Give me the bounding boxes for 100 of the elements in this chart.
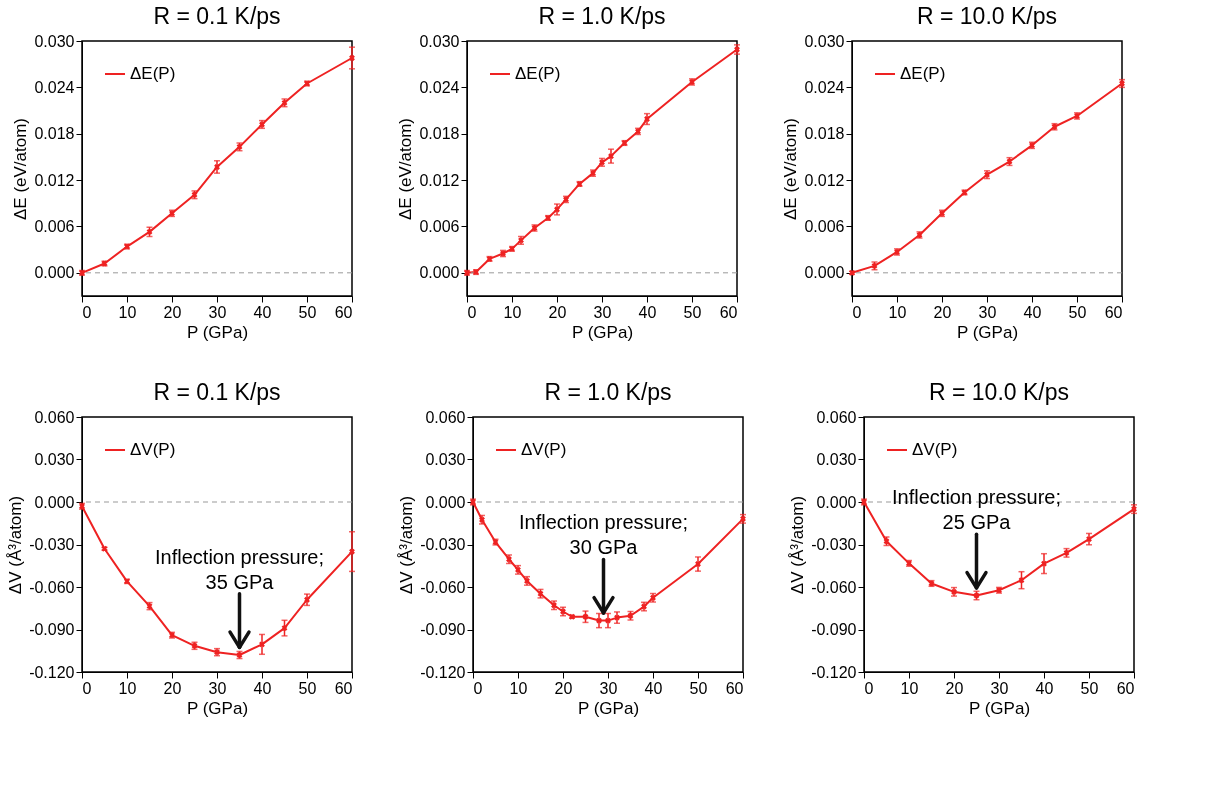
legend-label: ΔV(P) — [521, 440, 567, 459]
legend-label: ΔE(P) — [130, 64, 176, 83]
x-tick-label: 40 — [644, 679, 663, 697]
x-axis-title: P (GPa) — [186, 322, 249, 342]
chart-title: R = 0.1 K/ps — [153, 379, 281, 405]
x-tick-label: 40 — [1023, 303, 1042, 321]
point — [695, 561, 701, 567]
x-tick-label: 10 — [118, 303, 137, 321]
y-tick-label: 0.060 — [34, 408, 75, 426]
chart-title: R = 1.0 K/ps — [538, 3, 666, 29]
y-tick-label: 0.030 — [425, 451, 466, 468]
x-tick-label: 30 — [978, 303, 997, 321]
x-tick-label: 10 — [900, 679, 919, 697]
x-tick-label: 30 — [208, 303, 227, 321]
legend-label: ΔV(P) — [912, 440, 958, 459]
x-tick-label: 0 — [864, 679, 874, 697]
y-tick-label: 0.018 — [419, 125, 460, 143]
x-tick-label: 50 — [683, 303, 702, 321]
y-tick-label: -0.060 — [420, 578, 466, 596]
y-tick-label: 0.030 — [34, 451, 75, 468]
y-tick-label: 0.000 — [816, 493, 857, 511]
x-tick-label: 10 — [509, 679, 528, 697]
y-tick-label: 0.006 — [34, 217, 75, 235]
y-tick-label: 0.018 — [34, 125, 75, 143]
y-tick-label: 0.000 — [419, 264, 460, 282]
x-tick-label: 20 — [548, 303, 567, 321]
y-tick-label: 0.030 — [804, 32, 845, 50]
x-tick-label: 30 — [990, 679, 1009, 697]
y-axis-title: ΔV (Å³/atom) — [6, 495, 26, 595]
x-tick-label: 0 — [82, 303, 92, 321]
x-axis-title: P (GPa) — [571, 322, 634, 342]
y-tick-label: 0.024 — [804, 78, 845, 96]
point — [349, 55, 355, 61]
point — [596, 617, 602, 624]
x-tick-label: 50 — [1068, 303, 1087, 321]
y-tick-label: -0.030 — [420, 536, 466, 553]
legend-label: ΔE(P) — [900, 64, 946, 83]
x-tick-label: 50 — [298, 303, 317, 321]
y-tick-label: -0.060 — [29, 578, 75, 596]
point — [259, 641, 265, 648]
x-tick-label: 30 — [593, 303, 612, 321]
chart-title: R = 0.1 K/ps — [153, 3, 281, 29]
x-tick-label: 60 — [334, 303, 353, 321]
y-tick-label: 0.012 — [804, 171, 845, 189]
point — [304, 596, 310, 603]
point — [644, 116, 650, 122]
chart-title: R = 1.0 K/ps — [544, 379, 672, 405]
y-tick-label: 0.012 — [34, 171, 75, 189]
point — [1041, 560, 1047, 567]
point — [1086, 536, 1092, 543]
x-tick-label: 60 — [719, 303, 738, 321]
y-axis-title: ΔV (Å³/atom) — [397, 495, 417, 595]
x-axis-title: P (GPa) — [956, 322, 1019, 342]
y-tick-label: 0.000 — [34, 264, 75, 282]
chart-title: R = 10.0 K/ps — [929, 379, 1069, 405]
point — [349, 548, 355, 555]
x-tick-label: 40 — [253, 679, 272, 697]
x-tick-label: 40 — [253, 303, 272, 321]
x-tick-label: 20 — [945, 679, 964, 697]
y-tick-label: 0.006 — [419, 217, 460, 235]
annotation: Inflection pressure; 25 GPa — [892, 486, 1061, 534]
y-tick-label: 0.006 — [804, 217, 845, 235]
x-tick-label: 0 — [473, 679, 483, 697]
chart-title: R = 10.0 K/ps — [917, 3, 1057, 29]
point — [605, 617, 611, 624]
point — [214, 164, 220, 170]
y-tick-label: -0.030 — [811, 536, 857, 553]
x-tick-label: 30 — [599, 679, 618, 697]
y-tick-label: -0.060 — [811, 578, 857, 596]
y-tick-label: 0.060 — [425, 408, 466, 426]
x-tick-label: 10 — [503, 303, 522, 321]
point — [608, 153, 614, 160]
point — [281, 625, 288, 632]
y-tick-label: 0.012 — [419, 171, 460, 189]
y-tick-label: 0.000 — [804, 264, 845, 282]
x-tick-label: 20 — [933, 303, 952, 321]
y-tick-label: -0.090 — [420, 621, 466, 638]
y-tick-label: 0.030 — [34, 32, 75, 50]
annotation: Inflection pressure; 30 GPa — [519, 511, 688, 559]
y-tick-label: -0.090 — [29, 621, 75, 638]
x-tick-label: 20 — [554, 679, 573, 697]
x-tick-label: 60 — [1116, 679, 1135, 697]
y-tick-label: 0.060 — [816, 408, 857, 426]
y-axis-title: ΔV (Å³/atom) — [788, 495, 808, 595]
x-tick-label: 0 — [82, 679, 92, 697]
y-tick-label: 0.018 — [804, 125, 845, 143]
y-tick-label: -0.120 — [811, 663, 857, 681]
y-tick-label: -0.090 — [811, 621, 857, 638]
x-tick-label: 30 — [208, 679, 227, 697]
x-tick-label: 20 — [163, 303, 182, 321]
annotation: Inflection pressure; 35 GPa — [155, 545, 324, 593]
x-tick-label: 60 — [725, 679, 744, 697]
y-tick-label: 0.030 — [816, 451, 857, 468]
x-tick-label: 10 — [118, 679, 137, 697]
x-tick-label: 60 — [334, 679, 353, 697]
y-tick-label: -0.030 — [29, 536, 75, 553]
x-tick-label: 50 — [689, 679, 708, 697]
y-tick-label: 0.030 — [419, 32, 460, 50]
x-tick-label: 20 — [163, 679, 182, 697]
y-tick-label: -0.120 — [29, 663, 75, 681]
